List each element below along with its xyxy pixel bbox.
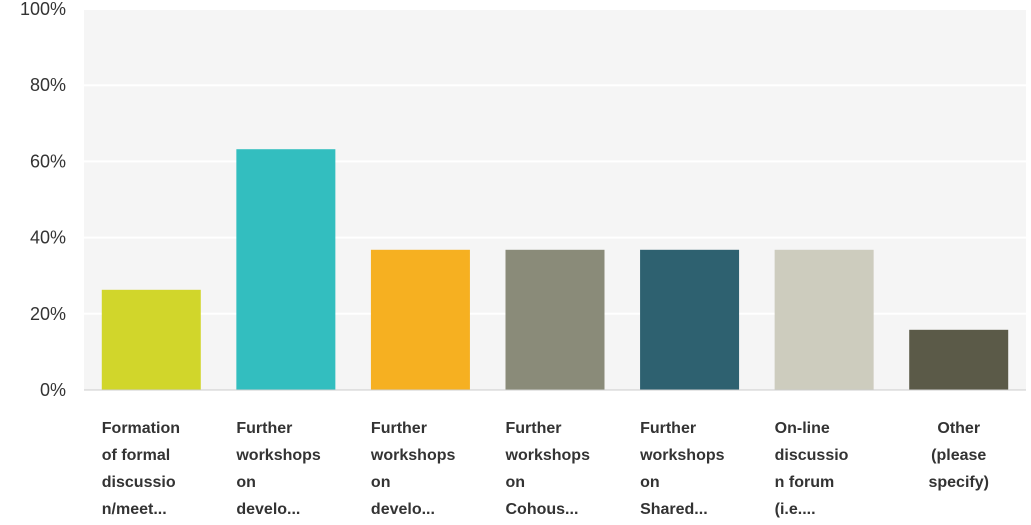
y-tick-label: 0% [40, 380, 66, 400]
x-category-label: Further workshops on Cohous... [505, 420, 591, 518]
bar [101, 289, 201, 390]
x-category-label: Formation of formal discussio n/meet... [102, 420, 180, 518]
y-tick-label: 20% [30, 304, 66, 324]
y-tick-label: 100% [20, 0, 66, 19]
x-category-label: Further workshops on develo... [370, 420, 456, 518]
x-category-label: Other (please specify) [928, 420, 988, 491]
bar [370, 249, 470, 390]
bar [505, 249, 605, 390]
y-tick-label: 40% [30, 228, 66, 248]
y-axis-tick-labels: 0% 20% 40% 60% 80% 100% [20, 0, 66, 400]
x-category-label: Further workshops on develo... [235, 420, 321, 518]
bar [236, 149, 336, 390]
x-category-label: Further workshops on Shared... [639, 420, 725, 518]
bars [101, 149, 1009, 390]
x-axis-category-labels: Formation of formal discussio n/meet... Furt… [102, 420, 989, 518]
bar [909, 329, 1009, 390]
bar [640, 249, 740, 390]
y-tick-label: 80% [30, 75, 66, 95]
y-tick-label: 60% [30, 151, 66, 171]
x-category-label: On-line discussio n forum (i.e.... [775, 420, 849, 518]
bar [774, 249, 874, 390]
